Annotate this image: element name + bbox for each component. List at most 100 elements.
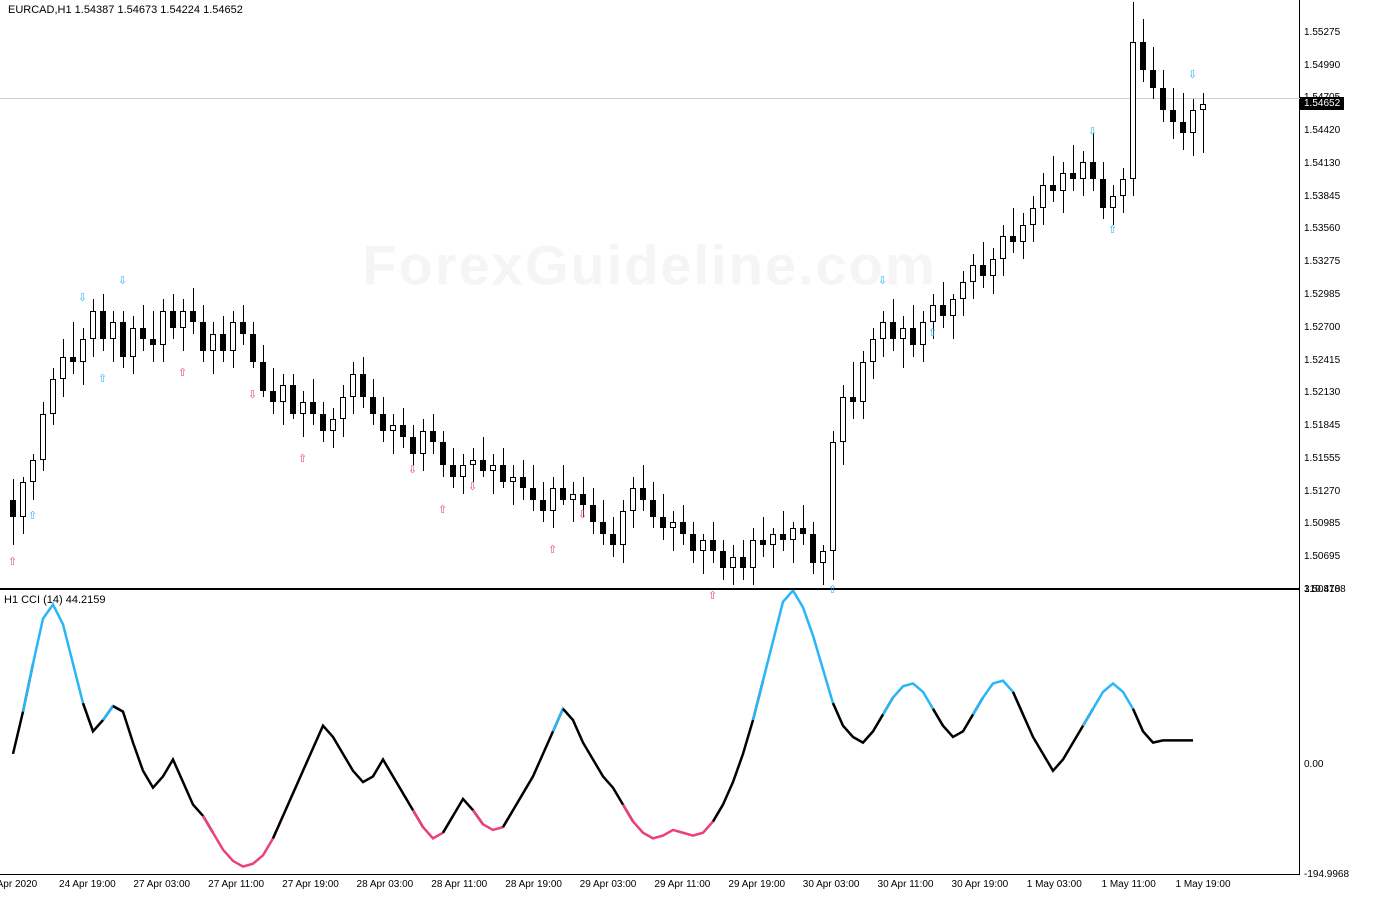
- candle-body: [900, 328, 906, 339]
- candle-body: [140, 328, 146, 339]
- candle-body: [1170, 110, 1176, 121]
- time-tick-label: 27 Apr 11:00: [208, 879, 264, 890]
- price-tick-label: 1.54130: [1304, 158, 1340, 169]
- candle-body: [1200, 104, 1206, 110]
- candle-body: [10, 500, 16, 517]
- time-tick-label: 30 Apr 11:00: [878, 879, 934, 890]
- cci-segment: [833, 698, 893, 743]
- price-chart-panel[interactable]: ForexGuideline.com ⇧⇧⇩⇧⇩⇧⇩⇧⇩⇧⇩⇧⇩⇧⇧⇩⇧⇩⇧⇩: [0, 0, 1300, 590]
- up-arrow-icon: ⇧: [98, 374, 107, 385]
- time-tick-label: 28 Apr 03:00: [357, 879, 414, 890]
- candle-body: [760, 540, 766, 546]
- candle-body: [400, 425, 406, 436]
- candle-wick: [493, 454, 494, 494]
- price-tick-label: 1.53845: [1304, 191, 1340, 202]
- cci-segment: [103, 706, 123, 720]
- indicator-header: H1 CCI (14) 44.2159: [4, 594, 106, 606]
- candle-body: [360, 374, 366, 397]
- candle-body: [410, 437, 416, 454]
- candle-body: [330, 419, 336, 430]
- up-arrow-icon: ⇧: [298, 454, 307, 465]
- candle-body: [60, 357, 66, 380]
- cci-segment: [83, 703, 113, 731]
- candle-body: [450, 465, 456, 476]
- candle-wick: [73, 322, 74, 374]
- price-tick-label: 1.52700: [1304, 322, 1340, 333]
- time-tick-label: 30 Apr 19:00: [952, 879, 1009, 890]
- candle-wick: [573, 482, 574, 522]
- candle-body: [40, 414, 46, 460]
- candle-wick: [513, 465, 514, 505]
- cci-segment: [273, 726, 423, 839]
- cci-indicator-panel[interactable]: [0, 590, 1300, 875]
- down-arrow-icon: ⇩: [118, 276, 127, 287]
- indicator-tick-label: 310.8788: [1304, 584, 1346, 595]
- time-tick-label: 28 Apr 19:00: [505, 879, 562, 890]
- candle-body: [420, 431, 426, 454]
- ohlc-values: 1.54387 1.54673 1.54224 1.54652: [75, 4, 243, 16]
- candle-body: [1050, 185, 1056, 191]
- down-arrow-icon: ⇩: [1088, 127, 1097, 138]
- candle-wick: [393, 414, 394, 454]
- cci-segment: [203, 816, 283, 867]
- candle-body: [380, 414, 386, 431]
- candle-body: [130, 328, 136, 357]
- candle-body: [730, 557, 736, 568]
- candle-body: [860, 362, 866, 402]
- candle-body: [540, 500, 546, 511]
- price-y-axis: 1.552751.549901.547051.546521.544201.541…: [1300, 0, 1376, 590]
- candle-body: [240, 322, 246, 333]
- candle-body: [980, 265, 986, 276]
- cci-line-chart: [0, 590, 1300, 875]
- candle-body: [90, 311, 96, 340]
- candle-body: [910, 328, 916, 345]
- time-tick-label: 1 May 03:00: [1027, 879, 1082, 890]
- cci-segment: [1133, 709, 1193, 743]
- candle-body: [720, 551, 726, 568]
- cci-segment: [1083, 683, 1143, 731]
- cci-segment: [753, 590, 843, 725]
- candle-body: [210, 334, 216, 351]
- candle-body: [70, 357, 76, 363]
- candle-body: [620, 511, 626, 545]
- candle-body: [1130, 42, 1136, 179]
- candle-body: [950, 299, 956, 316]
- down-arrow-icon: ⇩: [248, 390, 257, 401]
- candle-body: [230, 322, 236, 351]
- cci-segment: [623, 805, 723, 839]
- down-arrow-icon: ⇩: [468, 482, 477, 493]
- candle-body: [1030, 208, 1036, 225]
- candle-body: [920, 322, 926, 345]
- candle-wick: [673, 511, 674, 551]
- cci-segment: [713, 681, 763, 822]
- candle-body: [990, 259, 996, 276]
- candle-body: [850, 397, 856, 403]
- candle-body: [250, 334, 256, 363]
- candle-body: [150, 339, 156, 345]
- candle-body: [170, 311, 176, 328]
- candle-body: [1120, 179, 1126, 196]
- candle-body: [660, 517, 666, 528]
- candle-wick: [803, 505, 804, 545]
- candle-body: [100, 311, 106, 340]
- price-tick-label: 1.52415: [1304, 355, 1340, 366]
- time-tick-label: 29 Apr 03:00: [580, 879, 637, 890]
- candle-body: [1020, 225, 1026, 242]
- time-tick-label: 28 Apr 11:00: [431, 879, 487, 890]
- candle-body: [350, 374, 356, 397]
- time-tick-label: 1 May 19:00: [1175, 879, 1230, 890]
- candle-body: [710, 540, 716, 551]
- candle-body: [110, 322, 116, 339]
- time-tick-label: 1 May 11:00: [1101, 879, 1155, 890]
- candle-body: [190, 311, 196, 322]
- time-tick-label: 29 Apr 11:00: [654, 879, 710, 890]
- price-gridline: [0, 98, 1300, 99]
- price-tick-label: 1.51270: [1304, 486, 1340, 497]
- candle-body: [780, 534, 786, 540]
- time-tick-label: 30 Apr 03:00: [803, 879, 860, 890]
- cci-segment: [563, 709, 633, 822]
- candle-body: [740, 557, 746, 568]
- down-arrow-icon: ⇩: [1188, 70, 1197, 81]
- candle-body: [490, 465, 496, 471]
- candle-body: [430, 431, 436, 442]
